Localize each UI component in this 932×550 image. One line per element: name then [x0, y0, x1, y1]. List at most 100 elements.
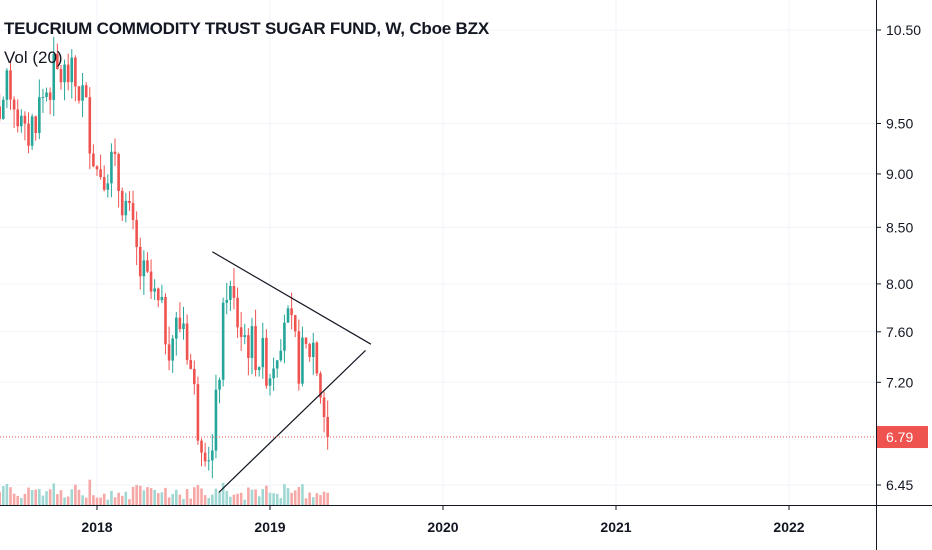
volume-bar — [326, 492, 329, 505]
candle-body — [225, 299, 229, 303]
candle-body — [290, 308, 293, 316]
candle-body — [265, 337, 268, 386]
candle-body — [182, 323, 185, 330]
candle-body — [283, 322, 286, 351]
volume-bar — [290, 492, 293, 505]
volume-bar — [272, 493, 275, 505]
candle-body — [52, 53, 56, 100]
volume-bar — [225, 490, 229, 505]
candle-body — [232, 286, 236, 298]
volume-bar — [315, 493, 319, 505]
candle-body — [9, 70, 12, 100]
candle-body — [178, 317, 182, 330]
volume-bar — [138, 485, 142, 505]
candle-body — [286, 308, 290, 323]
candle-body — [95, 166, 99, 170]
candle-body — [322, 397, 326, 418]
candle-body — [146, 260, 149, 272]
price-tick-label: 6.45 — [886, 477, 913, 493]
volume-bar — [196, 485, 200, 505]
candle-body — [301, 337, 304, 384]
price-tick-label: 9.50 — [886, 115, 913, 131]
candle-body — [326, 417, 329, 438]
volume-bar — [99, 497, 102, 505]
volume-bar — [117, 492, 120, 505]
candle-body — [113, 151, 117, 155]
volume-bar — [120, 495, 124, 505]
candle-body — [247, 335, 250, 358]
price-tick-label: 9.00 — [886, 166, 913, 182]
candle-body — [131, 203, 135, 220]
volume-bar — [149, 488, 153, 505]
candle-body — [92, 153, 95, 167]
candle-body — [48, 92, 52, 100]
volume-bar — [9, 487, 12, 505]
volume-bar — [203, 495, 207, 505]
volume-bar — [243, 499, 247, 505]
triangle-upper-line — [212, 251, 372, 345]
volume-bar — [193, 487, 196, 505]
candle-body — [74, 57, 77, 87]
volume-bar — [23, 493, 27, 505]
candle-body — [88, 97, 92, 154]
grid-layer — [0, 0, 876, 505]
volume-bar — [45, 491, 48, 505]
candle-body — [102, 177, 106, 190]
candle-body — [27, 123, 30, 146]
volume-bar — [239, 492, 243, 505]
volume-bar — [182, 498, 185, 505]
triangle-lower-line — [218, 349, 366, 493]
volume-bar — [261, 488, 265, 505]
candle-body — [63, 64, 66, 83]
volume-bar — [30, 490, 34, 505]
candle-body — [171, 338, 174, 361]
candle-body — [193, 368, 196, 385]
volume-bar — [56, 494, 59, 505]
volume-bar — [5, 483, 9, 505]
candle-layer — [0, 36, 329, 479]
volume-bar — [106, 499, 110, 505]
time-tick-label: 2020 — [427, 519, 458, 535]
candle-body — [167, 344, 171, 361]
time-tick-label: 2022 — [773, 519, 804, 535]
volume-layer — [0, 479, 329, 505]
candle-body — [250, 326, 254, 358]
candle-body — [293, 315, 297, 332]
candle-body — [257, 367, 261, 370]
volume-bar — [221, 482, 225, 505]
volume-bar — [232, 494, 236, 505]
candle-body — [142, 260, 146, 277]
volume-bar — [257, 496, 261, 505]
candle-body — [236, 297, 239, 328]
candle-body — [156, 288, 160, 301]
candle-body — [66, 64, 70, 83]
price-tick-label: 8.00 — [886, 276, 913, 292]
candle-body — [81, 85, 84, 101]
candle-body — [120, 190, 124, 216]
annotation-layer — [0, 251, 876, 493]
volume-bar — [189, 498, 193, 505]
volume-bar — [52, 483, 56, 505]
volume-bar — [200, 488, 203, 505]
volume-bar — [229, 496, 232, 505]
candle-body — [185, 323, 189, 361]
candle-body — [138, 246, 142, 277]
time-tick-label: 2018 — [81, 519, 112, 535]
candle-body — [149, 271, 153, 292]
volume-bar — [275, 493, 279, 505]
volume-bar — [84, 497, 88, 505]
volume-bar — [135, 485, 138, 505]
candle-body — [275, 360, 279, 369]
candle-body — [200, 440, 203, 453]
volume-bar — [92, 495, 95, 505]
volume-indicator-label[interactable]: Vol (20) — [4, 48, 63, 67]
candle-body — [160, 296, 164, 301]
volume-bar — [95, 497, 99, 505]
volume-bar — [81, 495, 84, 505]
volume-bar — [27, 487, 30, 505]
volume-bar — [153, 489, 156, 505]
volume-bar — [211, 494, 214, 505]
volume-bar — [171, 494, 174, 505]
